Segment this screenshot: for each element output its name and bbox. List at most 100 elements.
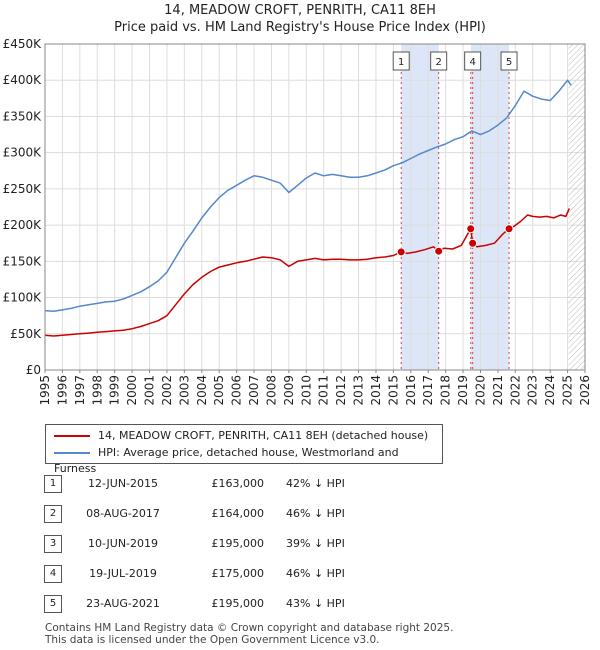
- legend-label-property: 14, MEADOW CROFT, PENRITH, CA11 8EH (det…: [98, 429, 429, 442]
- x-tick-label: 2015: [386, 375, 400, 406]
- transaction-date: 08-AUG-2017: [86, 507, 160, 520]
- sale-marker-layer: [396, 224, 514, 257]
- x-tick-label: 2010: [299, 375, 313, 406]
- hpi-line: [44, 79, 572, 313]
- transaction-number: 5: [44, 595, 62, 613]
- shade-layer: [401, 44, 510, 370]
- price-chart: 1 2 4 5 £0 £50K £100K £150K £200K £250K £300K £350…: [3, 37, 592, 406]
- series-layer: [44, 79, 572, 337]
- x-tick-label: 2025: [561, 375, 575, 406]
- x-tick-label: 2017: [421, 375, 435, 406]
- transaction-hpi-diff: 46% ↓ HPI: [286, 567, 345, 580]
- y-tick-label: £50K: [10, 327, 42, 341]
- forecast-region: [568, 44, 585, 370]
- x-tick-label: 2018: [439, 375, 453, 406]
- sale-label-text: 1: [398, 57, 404, 68]
- transaction-row: 5 23-AUG-2021 £195,000 43% ↓ HPI: [0, 595, 600, 615]
- x-tick-label: 2005: [212, 375, 226, 406]
- y-tick-label: £400K: [3, 73, 43, 87]
- y-tick-label: £350K: [3, 109, 43, 123]
- sale-label-frame: [464, 51, 482, 71]
- transaction-hpi-diff: 39% ↓ HPI: [286, 537, 345, 550]
- x-tick-label: 2024: [543, 375, 557, 406]
- legend-item-property: 14, MEADOW CROFT, PENRITH, CA11 8EH (det…: [54, 428, 428, 444]
- x-tick-label: 2023: [526, 375, 540, 406]
- x-tick-label: 2012: [334, 375, 348, 406]
- transaction-date: 19-JUL-2019: [89, 567, 157, 580]
- transaction-hpi-diff: 42% ↓ HPI: [286, 477, 345, 490]
- sale-label-box: 2: [430, 51, 448, 71]
- x-tick-label: 2004: [195, 375, 209, 406]
- transaction-date: 10-JUN-2019: [87, 537, 159, 550]
- transaction-number: 2: [44, 505, 62, 523]
- forecast-layer: [568, 44, 585, 370]
- x-tick-label: 2000: [125, 375, 139, 406]
- y-tick-label: £100K: [3, 291, 43, 305]
- x-axis-ticks: 1995 1996 1997 1998 1999 2000 2001 2002 2003 2004…: [38, 370, 592, 406]
- transaction-number: 1: [44, 475, 62, 493]
- transaction-row: 3 10-JUN-2019 £195,000 39% ↓ HPI: [0, 535, 600, 555]
- footer-line-1: Contains HM Land Registry data © Crown c…: [45, 622, 454, 634]
- sale-label-text: 4: [469, 57, 475, 68]
- x-tick-label: 1996: [55, 375, 69, 406]
- footer-line-2: This data is licensed under the Open Gov…: [45, 634, 380, 646]
- sale-marker: [434, 246, 444, 256]
- legend-label-hpi: HPI: Average price, detached house, West…: [54, 446, 399, 475]
- transaction-date: 23-AUG-2021: [86, 597, 160, 610]
- transaction-price: £163,000: [211, 477, 265, 490]
- transaction-number: 4: [44, 565, 62, 583]
- x-tick-label: 2008: [264, 375, 278, 406]
- x-tick-label: 2003: [177, 375, 191, 406]
- legend-swatch-property: [54, 435, 90, 437]
- y-tick-label: £0: [26, 363, 41, 377]
- transaction-row: 4 19-JUL-2019 £175,000 46% ↓ HPI: [0, 565, 600, 585]
- ownership-span: [401, 44, 439, 370]
- y-tick-label: £300K: [3, 146, 43, 160]
- sale-label-text: 2: [435, 57, 441, 68]
- transaction-hpi-diff: 46% ↓ HPI: [286, 507, 345, 520]
- sale-marker: [466, 224, 476, 234]
- x-tick-label: 2016: [404, 375, 418, 406]
- y-tick-label: £450K: [3, 37, 43, 51]
- property-price-line: [44, 208, 570, 337]
- y-axis-ticks: £0 £50K £100K £150K £200K £250K £300K £350K £400…: [3, 37, 43, 377]
- legend: 14, MEADOW CROFT, PENRITH, CA11 8EH (det…: [45, 424, 443, 475]
- sale-label-box: 1: [392, 51, 410, 71]
- x-tick-label: 1995: [38, 375, 52, 406]
- x-tick-label: 2013: [352, 375, 366, 406]
- sale-label-box: 5: [500, 51, 518, 71]
- x-tick-label: 2014: [369, 375, 383, 406]
- sale-marker: [504, 224, 514, 234]
- transaction-row: 2 08-AUG-2017 £164,000 46% ↓ HPI: [0, 505, 600, 525]
- x-tick-label: 2019: [456, 375, 470, 406]
- transaction-hpi-diff: 43% ↓ HPI: [286, 597, 345, 610]
- transaction-price: £175,000: [211, 567, 265, 580]
- x-tick-label: 1998: [90, 375, 104, 406]
- x-tick-label: 2007: [247, 375, 261, 406]
- chart-subtitle: Price paid vs. HM Land Registry's House …: [114, 20, 486, 35]
- plot-frame: [44, 43, 586, 371]
- transaction-price: £195,000: [211, 537, 265, 550]
- transaction-number: 3: [44, 535, 62, 553]
- sale-label-text: 5: [506, 57, 512, 68]
- x-tick-label: 2021: [491, 375, 505, 406]
- transaction-date: 12-JUN-2015: [87, 477, 159, 490]
- footer: Contains HM Land Registry data © Crown c…: [45, 622, 453, 646]
- transaction-price: £164,000: [211, 507, 265, 520]
- y-tick-label: £200K: [3, 218, 43, 232]
- sale-marker: [396, 247, 406, 257]
- x-tick-label: 1999: [108, 375, 122, 406]
- legend-item-hpi: HPI: Average price, detached house, West…: [54, 445, 442, 475]
- sale-marker: [468, 238, 478, 248]
- x-tick-label: 2006: [230, 375, 244, 406]
- transaction-row: 1 12-JUN-2015 £163,000 42% ↓ HPI: [0, 475, 600, 495]
- x-tick-label: 2026: [578, 375, 592, 406]
- sale-label-frame: [500, 51, 518, 71]
- legend-swatch-hpi: [54, 452, 90, 454]
- sale-label-box: 4: [464, 51, 482, 71]
- transaction-price: £195,000: [211, 597, 265, 610]
- x-tick-label: 2011: [317, 375, 331, 406]
- x-tick-label: 1997: [73, 375, 87, 406]
- x-tick-label: 2009: [282, 375, 296, 406]
- sale-label-layer: 1 2 4 5: [392, 51, 518, 71]
